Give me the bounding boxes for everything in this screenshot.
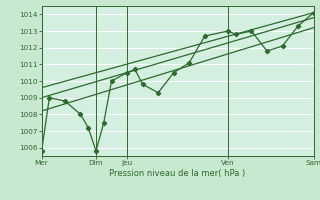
X-axis label: Pression niveau de la mer( hPa ): Pression niveau de la mer( hPa )	[109, 169, 246, 178]
